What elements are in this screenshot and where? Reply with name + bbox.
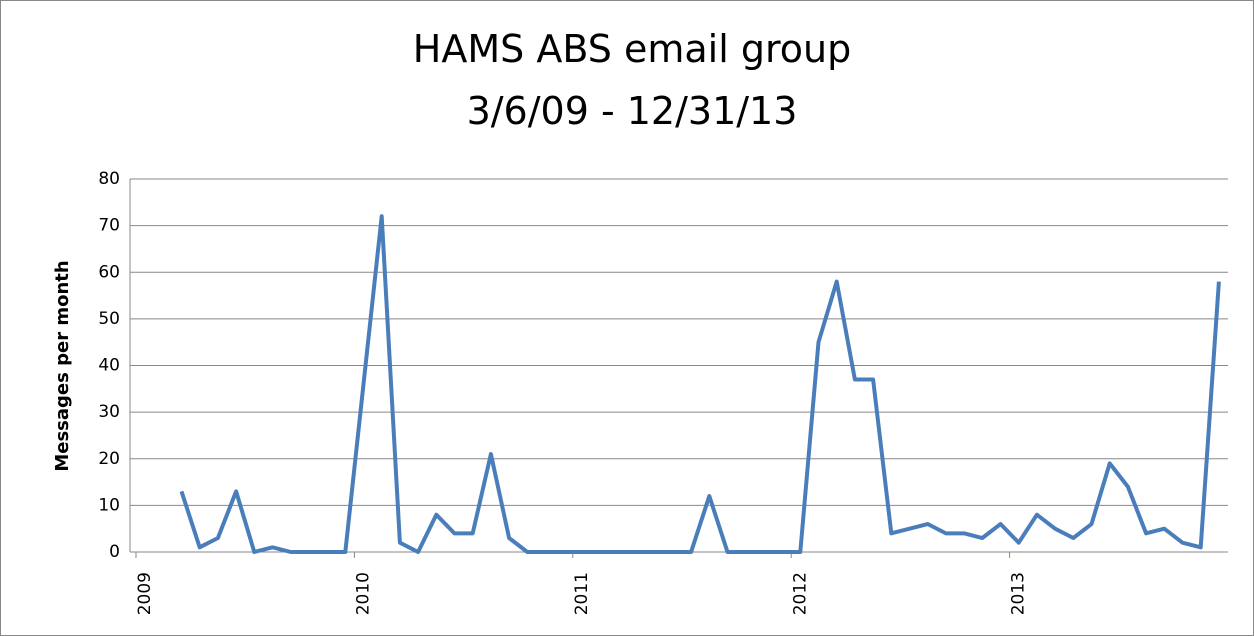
y-tick-label: 30 bbox=[98, 402, 120, 422]
x-tick-label: 2012 bbox=[790, 572, 810, 615]
y-tick-label: 50 bbox=[98, 309, 120, 329]
y-tick-label: 10 bbox=[98, 495, 120, 515]
y-tick-label: 40 bbox=[98, 356, 120, 376]
x-tick-label: 2009 bbox=[135, 572, 155, 615]
x-tick-label: 2013 bbox=[1009, 572, 1029, 615]
y-tick-label: 70 bbox=[98, 216, 120, 236]
data-line bbox=[179, 214, 1221, 554]
y-tick-label: 80 bbox=[98, 169, 120, 189]
chart-subtitle: 3/6/09 - 12/31/13 bbox=[467, 89, 798, 133]
y-axis-label: Messages per month bbox=[52, 260, 73, 471]
y-tick-label: 0 bbox=[109, 542, 120, 562]
x-tick-label: 2011 bbox=[572, 572, 592, 615]
y-tick-label: 60 bbox=[98, 262, 120, 282]
x-tick-label: 2010 bbox=[354, 572, 374, 615]
chart-title: HAMS ABS email group bbox=[413, 27, 851, 71]
y-tick-label: 20 bbox=[98, 449, 120, 469]
